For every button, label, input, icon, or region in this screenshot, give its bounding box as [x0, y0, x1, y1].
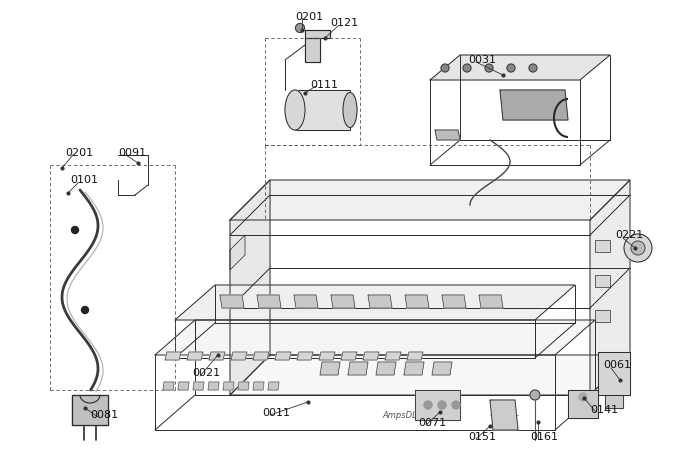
- Text: 0201: 0201: [295, 12, 323, 22]
- Polygon shape: [319, 352, 335, 360]
- Bar: [595, 275, 610, 287]
- Polygon shape: [208, 382, 219, 390]
- Text: 0011: 0011: [262, 408, 290, 418]
- Text: 0121: 0121: [330, 18, 358, 28]
- Polygon shape: [568, 390, 598, 418]
- Polygon shape: [294, 295, 318, 308]
- Polygon shape: [268, 382, 279, 390]
- Polygon shape: [230, 355, 630, 395]
- Text: 0071: 0071: [418, 418, 446, 428]
- Text: 0141: 0141: [590, 405, 618, 415]
- Text: AmpsDL: AmpsDL: [383, 411, 418, 420]
- Text: 0031: 0031: [468, 55, 496, 65]
- Bar: [595, 240, 610, 252]
- Text: 0201: 0201: [65, 148, 93, 158]
- Circle shape: [530, 390, 540, 400]
- Polygon shape: [348, 362, 368, 375]
- Text: 0091: 0091: [118, 148, 146, 158]
- Polygon shape: [155, 320, 595, 355]
- Polygon shape: [320, 362, 340, 375]
- Polygon shape: [275, 352, 291, 360]
- Polygon shape: [407, 352, 423, 360]
- Polygon shape: [72, 395, 108, 425]
- Polygon shape: [385, 352, 401, 360]
- Ellipse shape: [343, 92, 357, 128]
- Circle shape: [441, 64, 449, 72]
- Text: 0151: 0151: [468, 432, 496, 442]
- Polygon shape: [230, 180, 630, 220]
- Polygon shape: [435, 130, 460, 140]
- Polygon shape: [479, 295, 503, 308]
- Polygon shape: [404, 362, 424, 375]
- Polygon shape: [175, 285, 575, 320]
- Polygon shape: [598, 352, 630, 395]
- Polygon shape: [376, 362, 396, 375]
- Bar: [595, 310, 610, 322]
- Circle shape: [631, 241, 645, 255]
- Polygon shape: [165, 352, 181, 360]
- Polygon shape: [253, 382, 264, 390]
- Polygon shape: [295, 90, 350, 130]
- Polygon shape: [230, 180, 270, 395]
- Polygon shape: [442, 295, 466, 308]
- Polygon shape: [257, 295, 281, 308]
- Circle shape: [438, 401, 446, 409]
- Circle shape: [296, 24, 305, 32]
- Polygon shape: [231, 352, 247, 360]
- Text: 0161: 0161: [530, 432, 558, 442]
- Circle shape: [463, 64, 471, 72]
- Text: 0081: 0081: [90, 410, 118, 420]
- Polygon shape: [220, 295, 244, 308]
- Polygon shape: [341, 352, 357, 360]
- Polygon shape: [305, 38, 320, 62]
- Ellipse shape: [285, 90, 305, 130]
- Text: 0111: 0111: [310, 80, 338, 90]
- Circle shape: [452, 401, 460, 409]
- Circle shape: [579, 393, 587, 401]
- Polygon shape: [193, 382, 204, 390]
- Polygon shape: [405, 295, 429, 308]
- Circle shape: [529, 64, 537, 72]
- Polygon shape: [605, 395, 623, 408]
- Circle shape: [485, 64, 493, 72]
- Circle shape: [424, 401, 432, 409]
- Polygon shape: [187, 352, 203, 360]
- Polygon shape: [590, 180, 630, 395]
- Polygon shape: [432, 362, 452, 375]
- Circle shape: [507, 64, 515, 72]
- Polygon shape: [238, 382, 249, 390]
- Circle shape: [82, 307, 88, 314]
- Circle shape: [71, 227, 78, 234]
- Polygon shape: [223, 382, 234, 390]
- Polygon shape: [368, 295, 392, 308]
- Polygon shape: [430, 55, 610, 80]
- Polygon shape: [163, 382, 174, 390]
- Polygon shape: [490, 400, 518, 430]
- Text: 0101: 0101: [70, 175, 98, 185]
- Polygon shape: [178, 382, 189, 390]
- Polygon shape: [415, 390, 460, 420]
- Polygon shape: [209, 352, 225, 360]
- Text: 0021: 0021: [192, 368, 220, 378]
- Circle shape: [624, 234, 652, 262]
- Polygon shape: [363, 352, 379, 360]
- Polygon shape: [230, 235, 245, 270]
- Polygon shape: [297, 352, 313, 360]
- Polygon shape: [305, 30, 330, 38]
- Polygon shape: [500, 90, 568, 120]
- Polygon shape: [331, 295, 355, 308]
- Text: 0061: 0061: [603, 360, 631, 370]
- Text: 0221: 0221: [615, 230, 643, 240]
- Polygon shape: [253, 352, 269, 360]
